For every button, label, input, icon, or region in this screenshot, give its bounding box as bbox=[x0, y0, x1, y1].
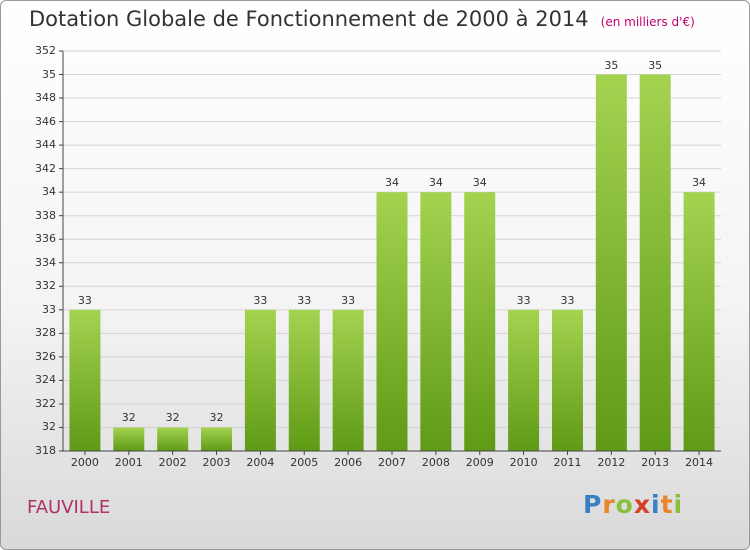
y-tick-label: 32 bbox=[42, 420, 56, 434]
x-tick-label: 2006 bbox=[334, 456, 363, 469]
y-tick-label: 35 bbox=[42, 67, 56, 81]
bar-2000 bbox=[69, 309, 101, 451]
x-tick-label: 2009 bbox=[465, 456, 494, 469]
x-tick-label: 2007 bbox=[378, 456, 406, 469]
bar-2014 bbox=[683, 192, 715, 452]
y-tick-label: 346 bbox=[35, 114, 56, 128]
y-tick-label: 324 bbox=[35, 373, 56, 387]
x-tick-label: 2011 bbox=[553, 456, 582, 469]
x-tick-label: 2014 bbox=[685, 456, 714, 469]
x-tick-label: 2001 bbox=[114, 456, 143, 469]
bar-2005 bbox=[288, 309, 320, 451]
bar-2001 bbox=[113, 427, 145, 451]
bar-value-label: 32 bbox=[209, 411, 224, 425]
bar-2011 bbox=[551, 309, 583, 451]
x-tick-label: 2008 bbox=[421, 456, 450, 469]
bar-value-label: 34 bbox=[385, 176, 399, 190]
bar-value-label: 33 bbox=[297, 293, 312, 307]
bar-value-label: 34 bbox=[692, 176, 707, 190]
y-tick-label: 34 bbox=[42, 185, 56, 199]
bar-2007 bbox=[376, 192, 408, 452]
y-tick-label: 322 bbox=[35, 396, 56, 410]
x-tick-label: 2010 bbox=[509, 456, 538, 469]
bar-value-label: 33 bbox=[341, 293, 356, 307]
x-tick-label: 2003 bbox=[202, 456, 231, 469]
bar-value-label: 32 bbox=[165, 411, 180, 425]
y-tick-label: 334 bbox=[35, 255, 56, 269]
x-tick-label: 2000 bbox=[70, 456, 99, 469]
bar-chart bbox=[59, 50, 721, 455]
bar-value-label: 33 bbox=[560, 293, 575, 307]
x-tick-label: 2013 bbox=[641, 456, 670, 469]
y-tick-label: 336 bbox=[35, 232, 56, 246]
bar-2009 bbox=[464, 192, 496, 452]
bar-value-label: 35 bbox=[648, 58, 663, 72]
bar-2013 bbox=[639, 74, 671, 451]
y-tick-label: 326 bbox=[35, 349, 56, 363]
bar-2003 bbox=[201, 427, 233, 451]
y-tick-label: 352 bbox=[35, 44, 56, 57]
x-tick-label: 2002 bbox=[158, 456, 187, 469]
y-tick-label: 342 bbox=[35, 161, 56, 175]
y-tick-label: 338 bbox=[35, 208, 56, 222]
chart-title-text: Dotation Globale de Fonctionnement de 20… bbox=[29, 7, 589, 31]
x-tick-label: 2012 bbox=[597, 456, 626, 469]
bar-value-label: 33 bbox=[77, 293, 92, 307]
unit-note: (en milliers d'€) bbox=[600, 15, 695, 29]
y-tick-label: 33 bbox=[42, 302, 56, 316]
bar-2010 bbox=[508, 309, 540, 451]
bar-value-label: 34 bbox=[428, 176, 443, 190]
bar-value-label: 35 bbox=[604, 58, 619, 72]
axes bbox=[62, 51, 721, 452]
y-tick-label: 328 bbox=[35, 326, 56, 340]
y-tick-label: 318 bbox=[35, 444, 56, 457]
proxiti-logo: Proxiti bbox=[583, 490, 684, 519]
bar-value-label: 34 bbox=[472, 176, 487, 190]
y-tick-label: 344 bbox=[35, 138, 56, 152]
x-tick-label: 2004 bbox=[246, 456, 275, 469]
bar-value-label: 32 bbox=[121, 411, 136, 425]
bar-value-label: 33 bbox=[253, 293, 268, 307]
bar-2012 bbox=[595, 74, 627, 451]
bar-2006 bbox=[332, 309, 364, 451]
commune-name: FAUVILLE bbox=[27, 497, 111, 518]
bar-value-label: 33 bbox=[516, 293, 531, 307]
bar-2002 bbox=[157, 427, 189, 451]
x-tick-label: 2005 bbox=[290, 456, 319, 469]
chart-title: Dotation Globale de Fonctionnement de 20… bbox=[29, 7, 695, 31]
bar-2004 bbox=[244, 309, 276, 451]
bar-2008 bbox=[420, 192, 452, 452]
bars bbox=[69, 74, 715, 455]
y-tick-label: 348 bbox=[35, 91, 56, 105]
y-tick-label: 332 bbox=[35, 279, 56, 293]
